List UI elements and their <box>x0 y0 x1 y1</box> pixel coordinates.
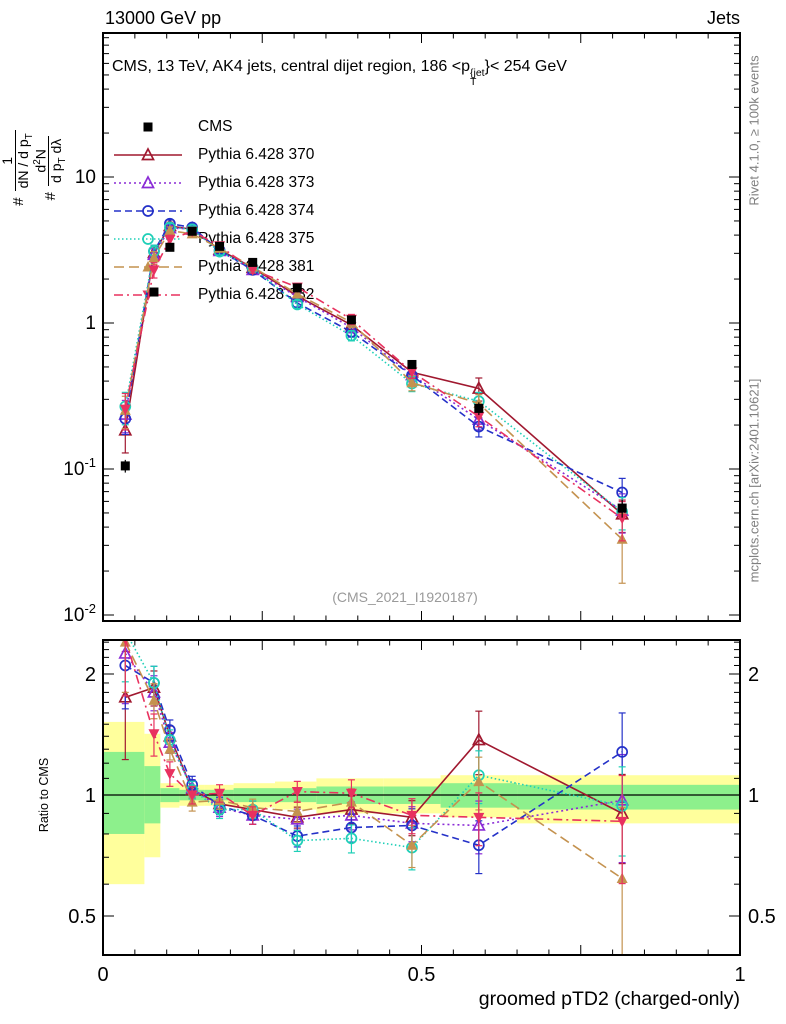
series-ratio-p382 <box>121 640 628 885</box>
beam-energy-label: 13000 GeV pp <box>105 8 222 28</box>
legend-entry: Pythia 6.428 374 <box>112 197 314 225</box>
plot-title-text: CMS, 13 TeV, AK4 jets, central dijet reg… <box>112 58 470 75</box>
tick-labels: 10 1 10-1 10-2 2 2 1 1 0.5 0.5 0 0.5 1 <box>63 167 776 986</box>
ratio-y-tick-label-left: 1 <box>85 785 96 807</box>
series-ratio-p373 <box>118 640 630 864</box>
series-ratio-p370 <box>118 650 630 865</box>
plot-title-supsub: {jet T <box>470 67 485 88</box>
main-y-tick-label: 10-1 <box>63 455 96 480</box>
plot-title: CMS, 13 TeV, AK4 jets, central dijet reg… <box>112 58 567 88</box>
series-main-p370 <box>118 218 630 534</box>
ratio-y-tick-label-left: 0.5 <box>68 906 96 928</box>
legend-entry: Pythia 6.428 370 <box>112 141 314 169</box>
ratio-y-tick-label-right: 1 <box>748 785 759 807</box>
legend-entry: CMS <box>112 113 314 141</box>
legend-swatch-marker <box>143 122 153 132</box>
x-axis-label: groomed pTD2 (charged-only) <box>478 988 740 1010</box>
series-main-p381 <box>119 224 628 584</box>
series-main-p382 <box>119 226 628 542</box>
series-ratio-p374 <box>119 640 629 875</box>
analysis-category-label: Jets <box>706 8 740 28</box>
ratio-y-axis-label: Ratio to CMS <box>37 757 51 833</box>
main-y-tick-label: 10-2 <box>63 601 96 626</box>
analysis-id-watermark: (CMS_2021_I1920187) <box>332 589 478 605</box>
legend-label: CMS <box>198 118 233 135</box>
main-y-tick-label: 1 <box>85 313 96 334</box>
main-y-axis-label: # 1 dN / d pT # d2N d pT dλ <box>0 3 68 333</box>
main-panel-frame <box>102 32 741 622</box>
ratio-uncertainty-bands <box>103 721 740 885</box>
series-main-p373 <box>118 220 630 534</box>
legend-label: Pythia 6.428 373 <box>198 174 315 191</box>
series-main-p375 <box>119 221 629 531</box>
legend-swatch-solid <box>114 147 182 161</box>
legend-label: Pythia 6.428 375 <box>198 230 315 247</box>
series-ratio-p375 <box>121 640 629 871</box>
ratio-y-tick-label-left: 2 <box>85 664 96 686</box>
legend-swatch-dashed <box>114 205 182 217</box>
main-y-tick-label: 10 <box>75 167 96 188</box>
ratio-y-tick-label-right: 0.5 <box>748 906 776 928</box>
legend: CMS Pythia 6.428 370 Pythia 6.428 373 Pythi… <box>112 113 314 309</box>
ratio-y-tick-label-right: 2 <box>748 664 759 686</box>
axis-ticks <box>102 33 741 955</box>
series-main-cms <box>120 226 627 518</box>
legend-swatch-dotted <box>114 175 182 189</box>
legend-label: Pythia 6.428 370 <box>198 146 315 163</box>
legend-label: Pythia 6.428 382 <box>198 286 315 303</box>
legend-entry: Pythia 6.428 373 <box>112 169 314 197</box>
x-tick-label: 0 <box>97 964 108 986</box>
x-tick-label: 0.5 <box>408 964 436 986</box>
x-tick-label: 1 <box>734 964 745 986</box>
legend-label: Pythia 6.428 374 <box>198 202 315 219</box>
